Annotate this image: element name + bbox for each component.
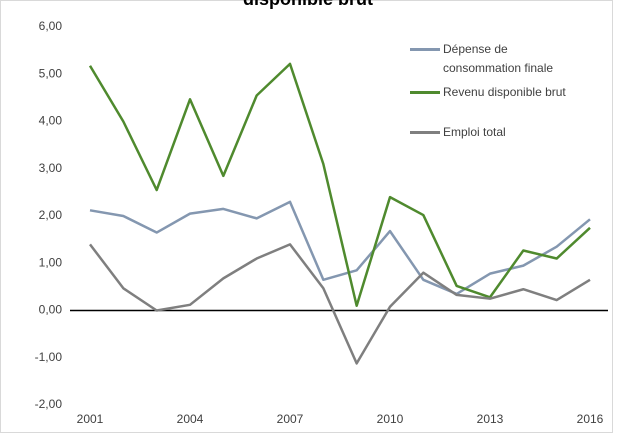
legend-entry: Revenu disponible brut [410,83,568,102]
legend-label: Revenu disponible brut [443,85,566,99]
y-tick-label: 0,00 [39,303,63,317]
x-tick-label: 2016 [577,412,604,426]
y-tick-label: 3,00 [39,161,63,175]
y-tick-label: 4,00 [39,114,63,128]
legend-entry: Emploi total [410,123,568,142]
x-tick-label: 2004 [177,412,204,426]
y-tick-label: 6,00 [39,19,63,33]
legend-swatch [410,48,440,51]
x-tick-label: 2013 [477,412,504,426]
legend-label: Emploi total [443,125,506,139]
legend-swatch [410,131,440,134]
legend-label: Dépense de consommation finale [443,42,554,75]
y-tick-label: -2,00 [35,397,63,411]
series-line [88,62,591,308]
series-line [89,200,591,296]
x-tick-label: 2010 [377,412,404,426]
y-tick-label: 1,00 [39,255,63,269]
x-tick-label: 2007 [277,412,304,426]
y-tick-label: -1,00 [35,350,63,364]
legend-swatch [410,91,440,94]
legend-entry: Dépense de consommation finale [410,40,568,78]
chart-title: disponible brut [243,0,373,9]
series-line [89,243,591,365]
y-tick-label: 5,00 [39,66,63,80]
x-tick-label: 2001 [77,412,104,426]
y-tick-label: 2,00 [39,208,63,222]
